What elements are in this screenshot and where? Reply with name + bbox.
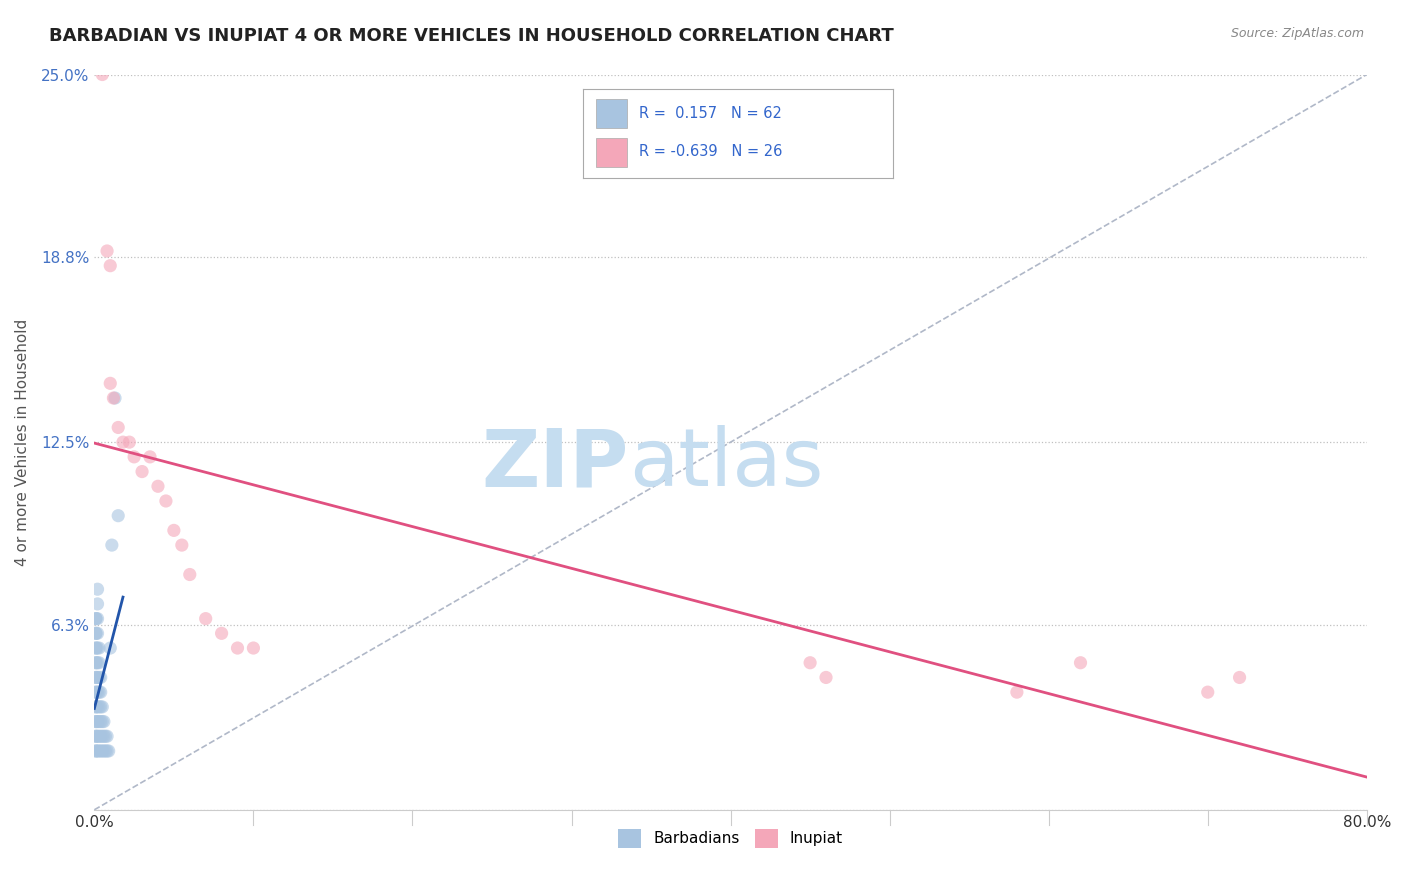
Point: [84, 641, 107, 656]
Point: [139, 450, 162, 464]
Point: [131, 465, 153, 479]
Text: Source: ZipAtlas.com: Source: ZipAtlas.com: [1230, 27, 1364, 40]
Point: [98, 641, 121, 656]
Point: [90, 699, 112, 714]
Bar: [596, 138, 627, 167]
Point: [87, 744, 110, 758]
Point: [242, 641, 264, 656]
Point: [87, 714, 110, 729]
Point: [84, 612, 107, 626]
Point: [90, 670, 112, 684]
Point: [84, 744, 107, 758]
Point: [87, 670, 110, 684]
Point: [91, 714, 114, 729]
Point: [226, 641, 249, 656]
Point: [84, 729, 107, 743]
Point: [86, 612, 108, 626]
Point: [87, 641, 110, 656]
Point: [96, 729, 118, 743]
Point: [107, 420, 129, 434]
Point: [90, 714, 112, 729]
Point: [84, 612, 107, 626]
Y-axis label: 4 or more Vehicles in Household: 4 or more Vehicles in Household: [15, 318, 30, 566]
Point: [91, 729, 114, 743]
Point: [84, 670, 107, 684]
Point: [84, 744, 107, 758]
Point: [1005, 685, 1028, 699]
Point: [163, 524, 186, 538]
Point: [211, 626, 233, 640]
Point: [111, 435, 134, 450]
Point: [84, 626, 107, 640]
Point: [86, 656, 108, 670]
Point: [146, 479, 169, 493]
Point: [91, 699, 114, 714]
Point: [84, 699, 107, 714]
Point: [122, 450, 145, 464]
Point: [170, 538, 193, 552]
Point: [97, 744, 120, 758]
Point: [103, 391, 125, 405]
Point: [86, 699, 108, 714]
Point: [86, 685, 108, 699]
Point: [84, 729, 107, 743]
Text: atlas: atlas: [628, 425, 823, 503]
Point: [86, 744, 108, 758]
Point: [118, 435, 141, 450]
Point: [87, 699, 110, 714]
Point: [107, 508, 129, 523]
Point: [84, 626, 107, 640]
Point: [84, 685, 107, 699]
Point: [194, 612, 217, 626]
Point: [814, 670, 837, 684]
Point: [84, 641, 107, 656]
Point: [90, 744, 112, 758]
Point: [86, 641, 108, 656]
Point: [98, 259, 121, 273]
Point: [84, 685, 107, 699]
Point: [86, 626, 108, 640]
Point: [101, 538, 124, 552]
Point: [86, 597, 108, 611]
Point: [93, 744, 115, 758]
Point: [87, 656, 110, 670]
Text: R =  0.157   N = 62: R = 0.157 N = 62: [640, 106, 782, 120]
Point: [84, 656, 107, 670]
Text: R = -0.639   N = 26: R = -0.639 N = 26: [640, 145, 783, 159]
Point: [96, 244, 118, 258]
Point: [799, 656, 821, 670]
Point: [84, 714, 107, 729]
Point: [87, 729, 110, 743]
Point: [86, 582, 108, 597]
Point: [1229, 670, 1251, 684]
Point: [86, 714, 108, 729]
Point: [91, 68, 114, 82]
Text: BARBADIAN VS INUPIAT 4 OR MORE VEHICLES IN HOUSEHOLD CORRELATION CHART: BARBADIAN VS INUPIAT 4 OR MORE VEHICLES …: [49, 27, 894, 45]
Point: [98, 376, 121, 391]
Point: [90, 685, 112, 699]
Point: [104, 391, 127, 405]
Point: [93, 729, 115, 743]
Text: ZIP: ZIP: [481, 425, 628, 503]
Point: [86, 670, 108, 684]
Point: [1197, 685, 1219, 699]
Legend: Barbadians, Inupiat: Barbadians, Inupiat: [612, 822, 849, 854]
Point: [87, 685, 110, 699]
Point: [93, 714, 115, 729]
Point: [179, 567, 201, 582]
Point: [84, 699, 107, 714]
Point: [94, 729, 117, 743]
Point: [86, 729, 108, 743]
Point: [84, 670, 107, 684]
Point: [84, 714, 107, 729]
Point: [90, 729, 112, 743]
Point: [1069, 656, 1091, 670]
Point: [155, 494, 177, 508]
Bar: [596, 99, 627, 128]
Point: [94, 744, 117, 758]
Point: [84, 656, 107, 670]
Point: [96, 744, 118, 758]
Point: [91, 744, 114, 758]
